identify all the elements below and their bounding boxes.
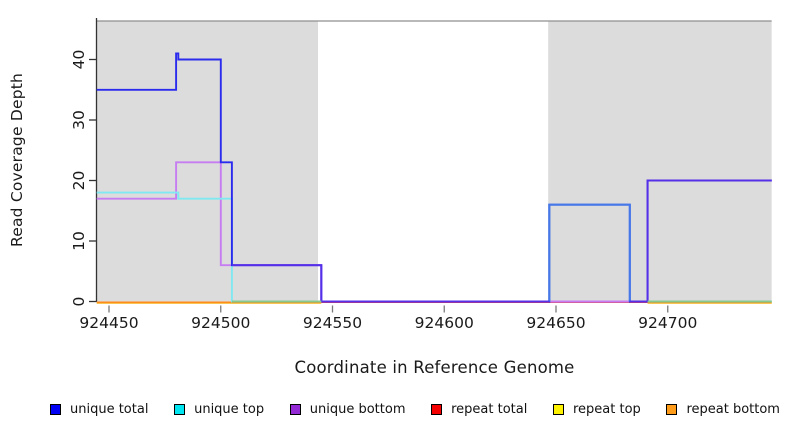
legend-item-repeat-bottom: repeat bottom	[666, 402, 780, 417]
total-bottom-overlap	[629, 179, 772, 303]
shaded-region	[548, 21, 772, 302]
total-top-overlap	[548, 203, 631, 302]
x-tick-label: 924700	[638, 314, 697, 332]
legend-swatch	[50, 403, 61, 415]
legend-swatch	[431, 403, 443, 415]
y-tick-label: 20	[70, 171, 88, 191]
legend-label: unique total	[70, 401, 149, 417]
total-bottom-overlap	[231, 264, 550, 303]
legend-swatch	[289, 403, 301, 415]
legend-item-unique-top: unique top	[174, 402, 264, 417]
y-tick-label: 0	[70, 297, 88, 307]
legend-swatch	[553, 403, 564, 415]
legend-item-unique-total: unique total	[50, 402, 148, 417]
plot-legend: unique total unique top unique bottom repea…	[50, 398, 780, 420]
x-tick-label: 924550	[303, 314, 362, 332]
legend-item-unique-bottom: unique bottom	[289, 401, 406, 417]
legend-label: repeat bottom	[686, 401, 780, 417]
legend-label: repeat top	[573, 401, 641, 417]
x-tick-label: 924500	[191, 314, 250, 332]
x-tick-label: 924650	[526, 314, 585, 332]
legend-label: unique bottom	[309, 401, 406, 417]
x-tick-label: 924600	[415, 314, 474, 332]
x-tick-label: 924450	[79, 314, 138, 332]
y-axis-title: Read Coverage Depth	[8, 72, 26, 248]
legend-item-repeat-total: repeat total	[431, 402, 527, 417]
x-axis-title: Coordinate in Reference Genome	[294, 358, 575, 377]
y-tick-label: 30	[70, 110, 88, 130]
legend-swatch	[666, 403, 678, 415]
y-tick-label: 10	[70, 231, 88, 251]
legend-label: repeat total	[451, 401, 528, 417]
y-tick-label: 40	[70, 50, 88, 70]
legend-label: unique top	[194, 401, 265, 417]
legend-swatch	[174, 403, 186, 415]
legend-item-repeat-top: repeat top	[553, 402, 641, 417]
